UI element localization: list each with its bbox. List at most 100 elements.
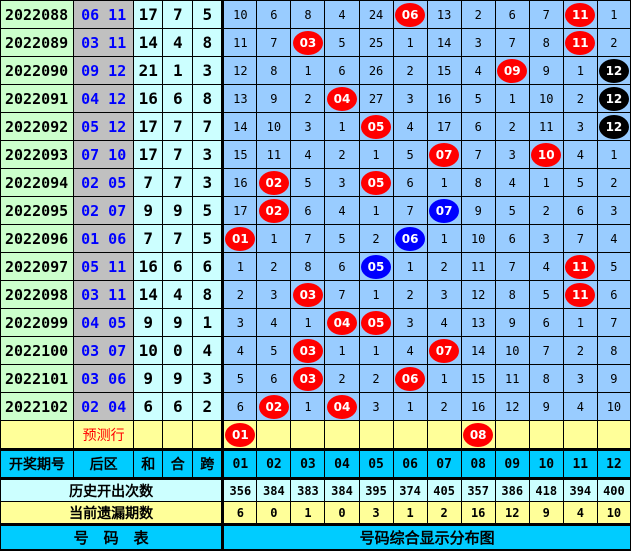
number-cell-09: 6 xyxy=(494,0,530,29)
number-cell-03: 1 xyxy=(290,56,326,85)
number-cell-07: 4 xyxy=(426,308,462,337)
red-ball: 07 xyxy=(429,142,460,167)
draw-row: 2022094 02 05 7 7 3 16 02 5 3 05 6 1 8 4 1 5 2 xyxy=(0,168,631,197)
number-cell-06: 1 xyxy=(392,28,428,57)
number-cell-06: 4 xyxy=(392,336,428,365)
number-cell-08: 2 xyxy=(460,0,496,29)
history-value: 386 xyxy=(494,478,530,502)
number-cell-01: 4 xyxy=(221,336,258,365)
number-cell-12: 3 xyxy=(596,196,631,225)
prediction-cell-11[interactable] xyxy=(562,420,598,450)
prediction-cell-04[interactable] xyxy=(324,420,360,450)
omission-value: 3 xyxy=(358,501,394,525)
sum-cell: 17 xyxy=(133,140,164,169)
prediction-cell-10[interactable] xyxy=(528,420,564,450)
number-cell-05: 05 xyxy=(358,112,394,141)
prediction-cell-09[interactable] xyxy=(494,420,530,450)
he-cell: 9 xyxy=(162,308,194,337)
header-number-04: 04 xyxy=(324,448,360,480)
footer-right-title: 号码综合显示分布图 xyxy=(221,523,631,551)
number-cell-12: 5 xyxy=(596,252,631,281)
number-cell-08: 3 xyxy=(460,28,496,57)
omission-value: 9 xyxy=(528,501,564,525)
red-ball: 03 xyxy=(292,338,323,363)
prediction-cell-07[interactable] xyxy=(426,420,462,450)
number-cell-09: 12 xyxy=(494,392,530,421)
number-cell-05: 3 xyxy=(358,392,394,421)
black-ball: 12 xyxy=(598,86,629,111)
red-ball: 04 xyxy=(326,394,357,419)
header-number-05: 05 xyxy=(358,448,394,480)
number-cell-04: 4 xyxy=(324,0,360,29)
number-cell-08: 15 xyxy=(460,364,496,393)
history-row: 历史开出次数 356 384 383 384 395 374 405 357 386 418 394 4… xyxy=(0,478,631,502)
period-cell: 2022089 xyxy=(0,28,75,57)
red-ball: 05 xyxy=(361,114,392,139)
number-cell-03: 8 xyxy=(290,252,326,281)
prediction-cell-01[interactable]: 01 xyxy=(221,420,258,450)
number-cell-02: 02 xyxy=(256,196,292,225)
number-cell-11: 7 xyxy=(562,224,598,253)
number-cell-02: 5 xyxy=(256,336,292,365)
period-cell: 2022090 xyxy=(0,56,75,85)
number-cell-02: 11 xyxy=(256,140,292,169)
kua-cell: 8 xyxy=(192,84,224,113)
red-ball: 11 xyxy=(565,254,596,279)
header-period: 开奖期号 xyxy=(0,448,75,480)
number-cell-08: 16 xyxy=(460,392,496,421)
number-cell-06: 1 xyxy=(392,392,428,421)
prediction-empty xyxy=(0,420,75,450)
red-ball: 05 xyxy=(361,310,392,335)
omission-value: 2 xyxy=(426,501,462,525)
number-cell-09: 6 xyxy=(494,224,530,253)
prediction-cell-05[interactable] xyxy=(358,420,394,450)
kua-cell: 8 xyxy=(192,280,224,309)
history-value: 384 xyxy=(324,478,360,502)
period-cell: 2022101 xyxy=(0,364,75,393)
back-zone-cell: 05 12 xyxy=(73,112,135,141)
number-cell-10: 10 xyxy=(528,140,564,169)
number-cell-03: 03 xyxy=(290,280,326,309)
sum-cell: 17 xyxy=(133,112,164,141)
back-zone-cell: 02 05 xyxy=(73,168,135,197)
number-cell-01: 14 xyxy=(221,112,258,141)
number-cell-10: 9 xyxy=(528,392,564,421)
number-cell-10: 7 xyxy=(528,336,564,365)
number-cell-04: 4 xyxy=(324,196,360,225)
number-cell-11: 5 xyxy=(562,168,598,197)
number-cell-10: 7 xyxy=(528,0,564,29)
number-cell-10: 8 xyxy=(528,364,564,393)
he-cell: 7 xyxy=(162,224,194,253)
number-cell-04: 7 xyxy=(324,280,360,309)
red-ball: 01 xyxy=(225,422,256,447)
draw-row: 2022091 04 12 16 6 8 13 9 2 04 27 3 16 5 1 10 2 12 xyxy=(0,84,631,113)
prediction-cell-06[interactable] xyxy=(392,420,428,450)
prediction-cell-08[interactable]: 08 xyxy=(460,420,496,450)
number-cell-06: 6 xyxy=(392,168,428,197)
sum-cell: 7 xyxy=(133,224,164,253)
prediction-cell-12[interactable] xyxy=(596,420,631,450)
omission-value: 6 xyxy=(221,501,258,525)
prediction-cell-02[interactable] xyxy=(256,420,292,450)
header-number-12: 12 xyxy=(596,448,631,480)
number-cell-09: 09 xyxy=(494,56,530,85)
prediction-cell-03[interactable] xyxy=(290,420,326,450)
number-cell-10: 1 xyxy=(528,168,564,197)
period-cell: 2022092 xyxy=(0,112,75,141)
number-cell-07: 2 xyxy=(426,392,462,421)
kua-cell: 5 xyxy=(192,0,224,29)
number-cell-01: 15 xyxy=(221,140,258,169)
number-cell-03: 3 xyxy=(290,112,326,141)
red-ball: 02 xyxy=(258,170,289,195)
omission-value: 10 xyxy=(596,501,631,525)
number-cell-10: 9 xyxy=(528,56,564,85)
omission-value: 16 xyxy=(460,501,496,525)
number-cell-03: 03 xyxy=(290,28,326,57)
kua-cell: 2 xyxy=(192,392,224,421)
red-ball: 04 xyxy=(326,310,357,335)
number-cell-10: 11 xyxy=(528,112,564,141)
number-cell-11: 11 xyxy=(562,28,598,57)
number-cell-05: 27 xyxy=(358,84,394,113)
number-cell-08: 11 xyxy=(460,252,496,281)
number-cell-06: 7 xyxy=(392,196,428,225)
